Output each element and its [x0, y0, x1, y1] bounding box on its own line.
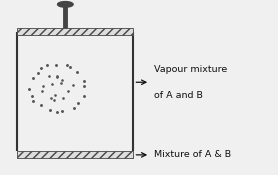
Ellipse shape [58, 2, 73, 7]
Text: Vapour mixture: Vapour mixture [154, 65, 227, 74]
Bar [17, 150, 133, 158]
Text: Mixture of A & B: Mixture of A & B [154, 150, 231, 159]
Text: of A and B: of A and B [154, 91, 203, 100]
Bar [17, 28, 133, 35]
